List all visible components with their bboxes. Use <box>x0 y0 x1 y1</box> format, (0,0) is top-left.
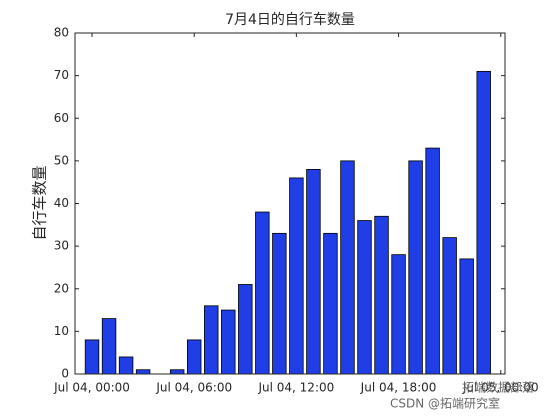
x-tick-label: Jul 04, 18:00 <box>360 381 437 395</box>
bar <box>340 160 355 375</box>
bar <box>238 284 253 375</box>
y-tick-label: 80 <box>54 26 69 40</box>
bar <box>101 318 117 375</box>
x-tick-label: Jul 04, 06:00 <box>155 381 232 395</box>
y-tick-label: 20 <box>54 281 69 295</box>
y-tick-label: 0 <box>61 367 69 381</box>
x-tick-label: Jul 05, 00:00 <box>462 381 539 395</box>
bar <box>169 369 185 375</box>
bar <box>459 258 474 375</box>
bar <box>84 339 100 375</box>
y-tick-label: 40 <box>54 196 69 210</box>
bar <box>323 232 338 375</box>
watermark-credit: CSDN @拓端研究室 <box>390 396 500 411</box>
y-tick-label: 70 <box>54 68 69 82</box>
y-tick-label: 10 <box>54 324 69 338</box>
bar <box>442 237 457 375</box>
bar <box>135 369 151 375</box>
axes-box <box>74 32 506 375</box>
y-tick-label: 30 <box>54 239 69 253</box>
bar <box>476 70 491 375</box>
y-tick-label: 50 <box>54 153 69 167</box>
chart-title: 7月4日的自行车数量 <box>225 11 355 28</box>
x-tick-label: Jul 04, 00:00 <box>53 381 130 395</box>
bar <box>221 309 236 375</box>
y-tick-label: 60 <box>54 111 69 125</box>
bar <box>306 168 321 375</box>
bar <box>391 254 406 375</box>
bar <box>289 177 304 375</box>
watermark-logo: 拓端数据部落 <box>462 380 534 395</box>
bar <box>425 147 440 375</box>
bar <box>272 232 287 375</box>
bar <box>186 339 202 375</box>
bar <box>255 211 270 375</box>
bar <box>118 356 134 375</box>
y-axis-label: 自行车数量 <box>31 165 49 240</box>
bar <box>204 305 219 375</box>
bar <box>374 215 389 375</box>
bar <box>408 160 423 375</box>
x-tick-label: Jul 04, 12:00 <box>257 381 334 395</box>
bar <box>357 220 372 375</box>
